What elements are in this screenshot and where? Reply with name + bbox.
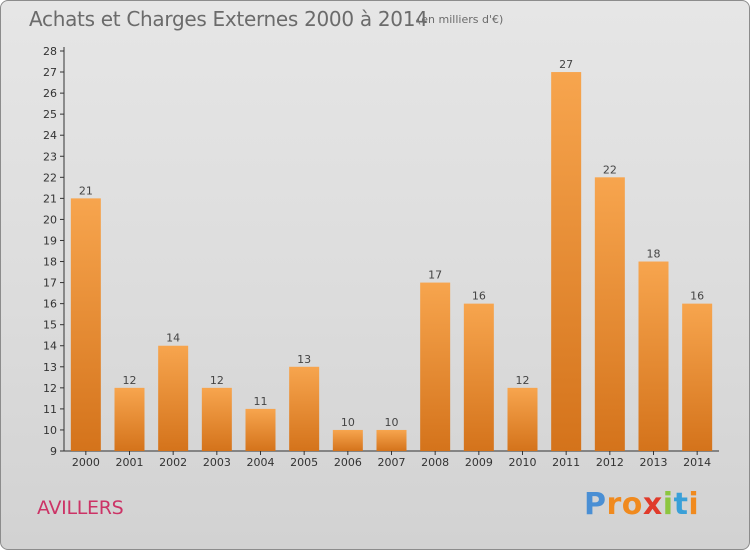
value-label-2014: 16 bbox=[690, 290, 704, 303]
logo-letter: P bbox=[584, 487, 607, 522]
value-label-2004: 11 bbox=[254, 395, 268, 408]
logo-letter: t bbox=[673, 487, 689, 522]
x-tick-label-2013: 2013 bbox=[640, 456, 668, 469]
y-tick-label: 27 bbox=[43, 66, 57, 79]
x-tick-label-2005: 2005 bbox=[290, 456, 318, 469]
y-tick-label: 26 bbox=[43, 87, 57, 100]
bar-2007 bbox=[376, 429, 407, 451]
x-tick-label-2003: 2003 bbox=[203, 456, 231, 469]
y-tick-label: 28 bbox=[43, 45, 57, 58]
y-tick-label: 9 bbox=[50, 445, 57, 458]
y-tick-label: 14 bbox=[43, 340, 57, 353]
bar-2008 bbox=[420, 282, 451, 451]
x-tick-label-2009: 2009 bbox=[465, 456, 493, 469]
x-tick-label-2011: 2011 bbox=[552, 456, 580, 469]
x-tick-label-2012: 2012 bbox=[596, 456, 624, 469]
value-label-2008: 17 bbox=[428, 269, 442, 282]
logo-letter: r bbox=[606, 487, 622, 522]
x-tick-label-2010: 2010 bbox=[509, 456, 537, 469]
bar-2011 bbox=[551, 72, 582, 451]
bar-2006 bbox=[332, 429, 363, 451]
y-tick-label: 25 bbox=[43, 108, 57, 121]
x-tick-label-2006: 2006 bbox=[334, 456, 362, 469]
value-label-2007: 10 bbox=[385, 416, 399, 429]
y-tick-label: 21 bbox=[43, 192, 57, 205]
value-label-2010: 12 bbox=[516, 374, 530, 387]
x-tick-label-2008: 2008 bbox=[421, 456, 449, 469]
y-tick-label: 23 bbox=[43, 150, 57, 163]
x-tick-label-2007: 2007 bbox=[378, 456, 406, 469]
bar-2002 bbox=[158, 345, 189, 451]
chart-title: Achats et Charges Externes 2000 à 2014 bbox=[29, 7, 428, 31]
bar-2012 bbox=[594, 177, 625, 451]
bar-2013 bbox=[638, 261, 669, 451]
y-tick-label: 11 bbox=[43, 403, 57, 416]
proxiti-logo[interactable]: Proxiti bbox=[584, 487, 699, 522]
value-label-2011: 27 bbox=[559, 58, 573, 71]
bar-2003 bbox=[201, 387, 232, 451]
x-tick-label-2001: 2001 bbox=[116, 456, 144, 469]
y-tick-label: 17 bbox=[43, 277, 57, 290]
city-name: AVILLERS bbox=[37, 497, 124, 519]
value-label-2012: 22 bbox=[603, 163, 617, 176]
y-tick-label: 13 bbox=[43, 361, 57, 374]
value-label-2013: 18 bbox=[647, 248, 661, 261]
logo-letter: x bbox=[642, 487, 663, 522]
bars: 21 12 14 12 11 13 10 10 17 16 12 27 22 18 16 bbox=[70, 58, 713, 451]
value-label-2001: 12 bbox=[123, 374, 137, 387]
x-tick-label-2004: 2004 bbox=[247, 456, 275, 469]
bar-2014 bbox=[682, 303, 713, 451]
axes: 9 10 11 12 13 14 15 16 17 18 19 20 21 22 23 24 25 26 27 28 2… bbox=[43, 45, 719, 469]
y-tick-label: 20 bbox=[43, 213, 57, 226]
logo-letter: i bbox=[688, 487, 700, 522]
logo-letter: i bbox=[662, 487, 674, 522]
x-tick-label-2000: 2000 bbox=[72, 456, 100, 469]
y-tick-label: 19 bbox=[43, 234, 57, 247]
y-tick-label: 12 bbox=[43, 382, 57, 395]
logo-letter: o bbox=[621, 487, 643, 522]
bar-2010 bbox=[507, 387, 538, 451]
x-tick-label-2014: 2014 bbox=[683, 456, 711, 469]
value-label-2006: 10 bbox=[341, 416, 355, 429]
bar-2000 bbox=[70, 198, 101, 451]
value-label-2003: 12 bbox=[210, 374, 224, 387]
y-tick-label: 10 bbox=[43, 424, 57, 437]
value-label-2000: 21 bbox=[79, 184, 93, 197]
bar-2001 bbox=[114, 387, 145, 451]
value-label-2005: 13 bbox=[297, 353, 311, 366]
y-tick-label: 22 bbox=[43, 171, 57, 184]
x-tick-label-2002: 2002 bbox=[159, 456, 187, 469]
bar-2009 bbox=[463, 303, 494, 451]
bar-2004 bbox=[245, 408, 276, 451]
chart-unit: (en milliers d'€) bbox=[417, 13, 504, 26]
value-label-2002: 14 bbox=[166, 332, 180, 345]
y-tick-label: 16 bbox=[43, 298, 57, 311]
bar-2005 bbox=[289, 366, 320, 451]
y-tick-label: 15 bbox=[43, 319, 57, 332]
y-tick-label: 24 bbox=[43, 129, 57, 142]
y-tick-label: 18 bbox=[43, 256, 57, 269]
value-label-2009: 16 bbox=[472, 290, 486, 303]
